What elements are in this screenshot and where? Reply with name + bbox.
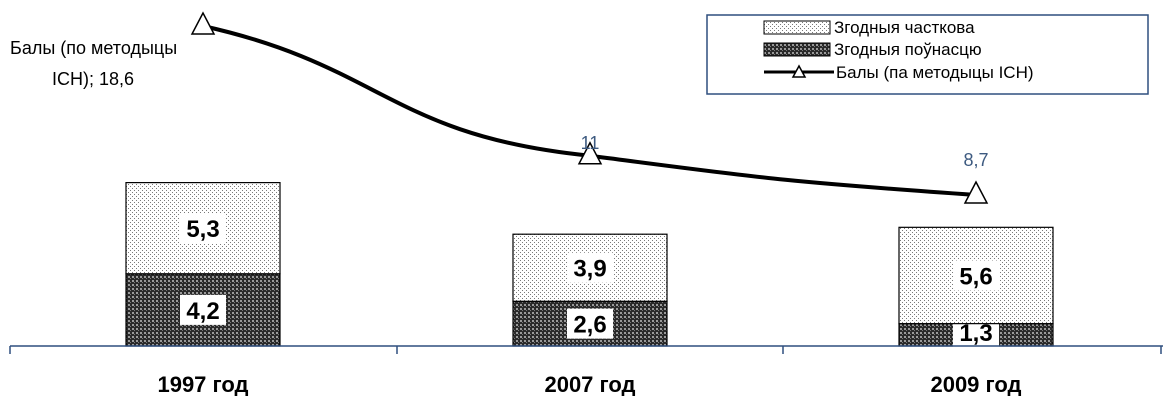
bar-label-partial: 5,3 <box>186 216 219 243</box>
x-tick-label: 2007 год <box>544 372 635 396</box>
bar-label-backdrop <box>567 308 613 339</box>
bar-label-backdrop <box>180 294 226 325</box>
legend-label-line: Балы (па методыцы ICH) <box>836 63 1034 82</box>
x-tick-label: 1997 год <box>157 372 248 396</box>
line-label-1997-cont: ICH); 18,6 <box>52 69 134 89</box>
legend-swatch-full <box>763 42 831 57</box>
bars-layer: 4,2 5,3 2,6 3,9 1,3 5,6 <box>125 182 1054 347</box>
line-label-2009: 8,7 <box>963 150 988 170</box>
x-tick-label: 2009 год <box>930 372 1021 396</box>
line-series: Балы (по методыцы ICH); 18,6 11 8,7 <box>10 11 989 204</box>
legend-label-partial: Згодныя часткова <box>834 18 975 37</box>
legend-swatch-partial <box>763 20 831 35</box>
legend-label-full: Згодныя поўнасцю <box>834 40 982 59</box>
bar-label-full: 4,2 <box>186 298 219 325</box>
bar-label-partial: 5,6 <box>959 263 992 290</box>
bar-label-full: 1,3 <box>959 320 992 347</box>
bar-label-full: 2,6 <box>573 312 606 339</box>
line-label-1997: Балы (по методыцы <box>10 38 177 58</box>
legend: Згодныя часткова Згодныя поўнасцю Балы (… <box>706 14 1149 95</box>
bar-label-partial: 3,9 <box>573 256 606 283</box>
line-marker-triangle <box>190 11 216 35</box>
bar-label-backdrop <box>953 260 999 291</box>
line-marker-triangle <box>963 180 989 204</box>
bar-label-backdrop <box>567 252 613 283</box>
line-marker-triangle <box>577 141 603 165</box>
bar-label-backdrop <box>180 213 226 244</box>
line-label-2007: 11 <box>581 133 600 153</box>
x-axis: 1997 год 2007 год 2009 год <box>9 345 1163 396</box>
legend-triangle-icon <box>791 64 807 78</box>
